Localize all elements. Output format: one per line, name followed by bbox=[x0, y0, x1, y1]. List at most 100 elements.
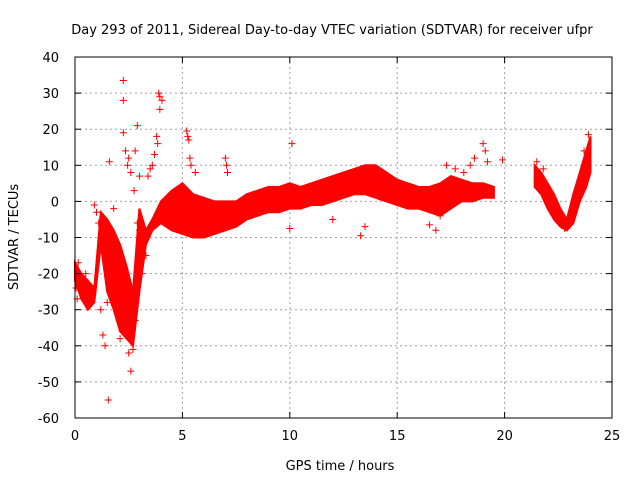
data-point bbox=[184, 132, 192, 140]
y-tick-label: -10 bbox=[38, 232, 59, 247]
data-point bbox=[186, 154, 194, 162]
data-point bbox=[144, 172, 152, 180]
data-point bbox=[135, 172, 143, 180]
data-point bbox=[481, 147, 489, 155]
data-point bbox=[483, 158, 491, 166]
x-tick-label: 25 bbox=[604, 429, 621, 444]
data-point bbox=[135, 226, 143, 234]
data-point bbox=[108, 241, 116, 249]
data-point bbox=[92, 208, 100, 216]
data-point bbox=[185, 136, 193, 144]
x-tick-label: 15 bbox=[389, 429, 406, 444]
y-tick-label: -20 bbox=[38, 268, 59, 283]
data-point bbox=[119, 76, 127, 84]
data-point bbox=[105, 158, 113, 166]
data-point bbox=[121, 147, 129, 155]
data-point bbox=[183, 127, 191, 135]
data-point bbox=[130, 187, 138, 195]
axis-ticks: 0 5 10 15 20 25 -60 -50 -40 -30 -20 -10 0 10 20 30 40 bbox=[38, 51, 621, 444]
data-point bbox=[74, 259, 82, 267]
x-tick-label: 10 bbox=[282, 429, 299, 444]
data-point bbox=[125, 154, 133, 162]
data-point bbox=[329, 215, 337, 223]
data-point bbox=[466, 161, 474, 169]
data-point bbox=[158, 96, 166, 104]
y-axis-label: SDTVAR / TECUs bbox=[7, 184, 22, 291]
data-point bbox=[436, 212, 444, 220]
data-point bbox=[101, 342, 109, 350]
x-tick-label: 0 bbox=[71, 429, 79, 444]
data-point bbox=[129, 345, 137, 353]
y-tick-label: -30 bbox=[38, 304, 59, 319]
data-point bbox=[124, 161, 132, 169]
data-band bbox=[533, 136, 592, 232]
data-point bbox=[97, 306, 105, 314]
data-point bbox=[148, 161, 156, 169]
data-point bbox=[224, 169, 232, 177]
y-tick-label: 10 bbox=[42, 159, 59, 174]
data-point bbox=[498, 156, 506, 164]
data-point bbox=[156, 105, 164, 113]
chart-title: Day 293 of 2011, Sidereal Day-to-day VTE… bbox=[71, 23, 593, 38]
y-tick-label: -50 bbox=[38, 376, 59, 391]
x-axis-label: GPS time / hours bbox=[286, 459, 395, 474]
data-point bbox=[146, 165, 154, 173]
data-point bbox=[432, 226, 440, 234]
data-point bbox=[90, 201, 98, 209]
data-point bbox=[95, 219, 103, 227]
data-point bbox=[584, 131, 592, 139]
data-point bbox=[110, 205, 118, 213]
data-point bbox=[154, 140, 162, 148]
data-point bbox=[533, 158, 541, 166]
data-point bbox=[156, 93, 164, 101]
x-tick-label: 5 bbox=[178, 429, 186, 444]
data-point bbox=[222, 161, 230, 169]
data-point bbox=[187, 161, 195, 169]
data-point bbox=[479, 140, 487, 148]
data-point bbox=[79, 273, 87, 281]
data-point bbox=[357, 232, 365, 240]
x-tick-label: 20 bbox=[496, 429, 513, 444]
data-point bbox=[288, 140, 296, 148]
data-point bbox=[163, 208, 171, 216]
data-point bbox=[361, 223, 369, 231]
data-point bbox=[221, 154, 229, 162]
data-point bbox=[127, 367, 135, 375]
grid-lines bbox=[75, 57, 612, 418]
data-point bbox=[103, 298, 111, 306]
data-band bbox=[74, 164, 495, 349]
data-point bbox=[561, 224, 569, 232]
y-tick-label: 30 bbox=[42, 87, 59, 102]
data-point bbox=[72, 284, 80, 292]
data-series bbox=[72, 76, 592, 404]
data-point bbox=[153, 132, 161, 140]
data-point bbox=[119, 96, 127, 104]
data-point bbox=[155, 89, 163, 97]
data-point bbox=[133, 122, 141, 130]
y-tick-label: 40 bbox=[42, 51, 59, 66]
data-point bbox=[104, 396, 112, 404]
data-point bbox=[131, 317, 139, 325]
data-point bbox=[150, 150, 158, 158]
data-point bbox=[99, 331, 107, 339]
data-point bbox=[112, 270, 120, 278]
data-point bbox=[191, 169, 199, 177]
data-point bbox=[580, 147, 588, 155]
data-point bbox=[116, 335, 124, 343]
data-point bbox=[115, 288, 123, 296]
data-point bbox=[286, 224, 294, 232]
y-tick-label: -40 bbox=[38, 340, 59, 355]
y-tick-label: 0 bbox=[51, 195, 59, 210]
data-point bbox=[75, 280, 83, 288]
data-point bbox=[471, 154, 479, 162]
data-point bbox=[133, 219, 141, 227]
data-point bbox=[443, 161, 451, 169]
data-point bbox=[460, 169, 468, 177]
data-point bbox=[131, 147, 139, 155]
data-point bbox=[138, 270, 146, 278]
data-point bbox=[127, 169, 135, 177]
data-point bbox=[120, 306, 128, 314]
data-point bbox=[451, 165, 459, 173]
